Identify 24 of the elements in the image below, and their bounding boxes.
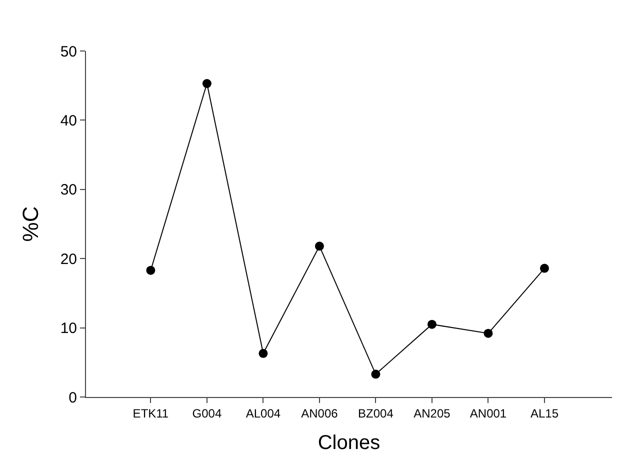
point [371, 370, 380, 379]
x-tick-label: BZ004 [358, 406, 394, 420]
y-tick-label: 50 [60, 43, 77, 60]
point [484, 328, 493, 338]
x-tick-label: ETK11 [132, 406, 169, 420]
y-tick-label: 20 [60, 250, 77, 268]
point [258, 348, 268, 358]
y-tick-label: 0 [68, 389, 77, 406]
y-tick-label: 40 [60, 112, 77, 130]
x-tick-label: AN001 [470, 406, 507, 420]
y-tick-label: 10 [60, 320, 77, 338]
x-tick-label: AL15 [530, 406, 559, 420]
point [146, 266, 156, 275]
point [540, 264, 549, 273]
point [314, 242, 324, 251]
point [427, 320, 436, 329]
y-tick-label: 30 [60, 182, 77, 199]
x-axis-title: Clones [318, 432, 380, 454]
y-axis-title: %C [18, 206, 44, 242]
x-tick-label: AL004 [246, 406, 281, 420]
x-tick-label: G004 [192, 406, 222, 420]
x-tick-label: AN205 [414, 406, 451, 420]
point [202, 79, 212, 88]
x-tick-label: AN006 [301, 406, 338, 420]
